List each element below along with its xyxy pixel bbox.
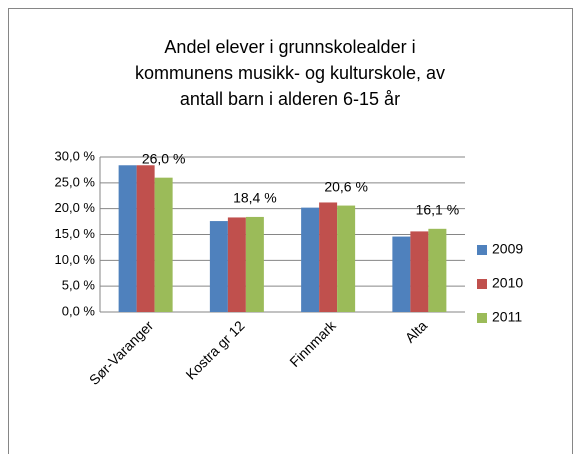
y-tick-label: 5,0 % (62, 278, 96, 293)
bar (245, 216, 264, 312)
bar (392, 236, 411, 312)
bar (136, 165, 155, 312)
bar (118, 165, 137, 312)
y-tick-label: 10,0 % (55, 252, 96, 267)
data-label: 20,6 % (324, 178, 368, 194)
bar (301, 207, 320, 312)
bar (337, 205, 356, 312)
bar (227, 217, 246, 312)
y-tick-label: 30,0 % (55, 148, 96, 163)
bar (319, 202, 338, 312)
legend-swatch (477, 313, 487, 323)
chart-title: kommunens musikk- og kulturskole, av (135, 63, 445, 83)
legend-label: 2010 (492, 275, 523, 291)
y-tick-label: 25,0 % (55, 174, 96, 189)
legend-swatch (477, 245, 487, 255)
data-label: 16,1 % (416, 202, 460, 218)
chart-title: antall barn i alderen 6-15 år (180, 89, 400, 109)
bar (154, 177, 173, 312)
data-label: 26,0 % (142, 150, 186, 166)
chart-frame (8, 8, 573, 454)
data-label: 18,4 % (233, 190, 277, 206)
bar (209, 221, 228, 312)
bar (428, 228, 447, 312)
legend-swatch (477, 279, 487, 289)
bar (410, 231, 429, 312)
legend-label: 2011 (492, 309, 522, 325)
legend-label: 2009 (492, 241, 523, 257)
y-tick-label: 15,0 % (55, 226, 96, 241)
y-tick-label: 20,0 % (55, 200, 96, 215)
y-tick-label: 0,0 % (62, 303, 96, 318)
chart-title: Andel elever i grunnskolealder i (164, 37, 415, 57)
